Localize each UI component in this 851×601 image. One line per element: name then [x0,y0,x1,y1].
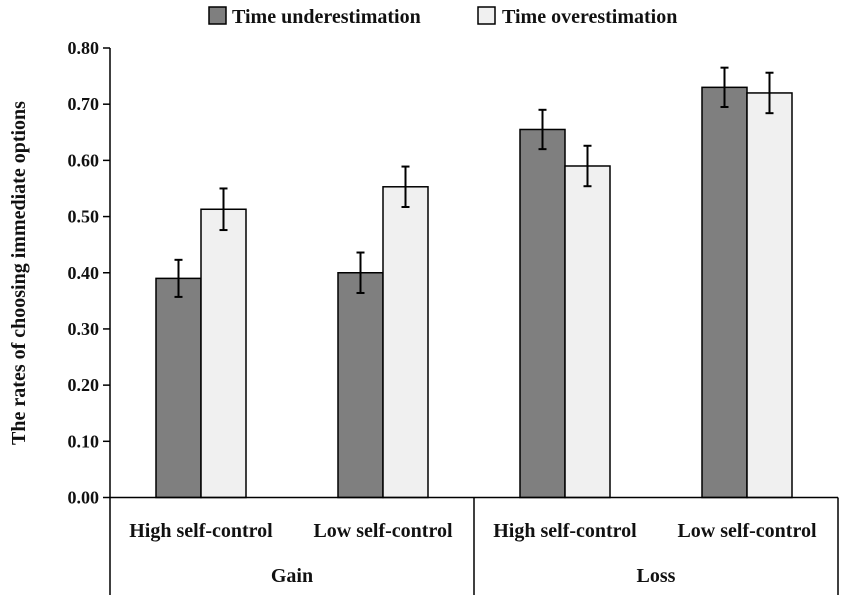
bar [200,208,247,499]
y-tick-label: 0.10 [68,431,100,451]
error-bars [174,66,774,298]
x-group-label: Loss [637,565,676,587]
x-axis: High self-control Low self-control High se… [109,496,839,595]
legend-swatch-overestimation [477,6,496,25]
bars [155,86,793,499]
y-axis-label: The rates of choosing immediate options [8,101,30,445]
y-tick-label: 0.00 [68,488,100,508]
y-tick-label: 0.50 [68,207,100,227]
y-tick-label: 0.60 [68,150,100,170]
legend-label-underestimation: Time underestimation [232,6,421,28]
x-group-label: Gain [271,565,313,587]
y-tick-label: 0.40 [68,263,100,283]
bar [155,277,202,499]
x-category-label: High self-control [129,520,273,542]
x-category-label: Low self-control [313,520,452,542]
bar [337,272,384,499]
y-tick-label: 0.70 [68,94,100,114]
y-tick-label: 0.30 [68,319,100,339]
x-category-label: High self-control [493,520,637,542]
bar [746,92,793,499]
y-axis-ticks: 0.00 0.10 0.20 0.30 0.40 0.50 0.60 0.70 0.80 [68,38,111,508]
bar [701,86,748,499]
y-tick-label: 0.80 [68,38,100,58]
y-tick-label: 0.20 [68,375,100,395]
bar [519,128,566,499]
legend: Time underestimation Time overestimation [208,6,677,28]
bar [564,165,611,499]
legend-swatch-underestimation [208,6,227,25]
x-category-label: Low self-control [677,520,816,542]
bar [382,186,429,499]
legend-label-overestimation: Time overestimation [502,6,677,28]
